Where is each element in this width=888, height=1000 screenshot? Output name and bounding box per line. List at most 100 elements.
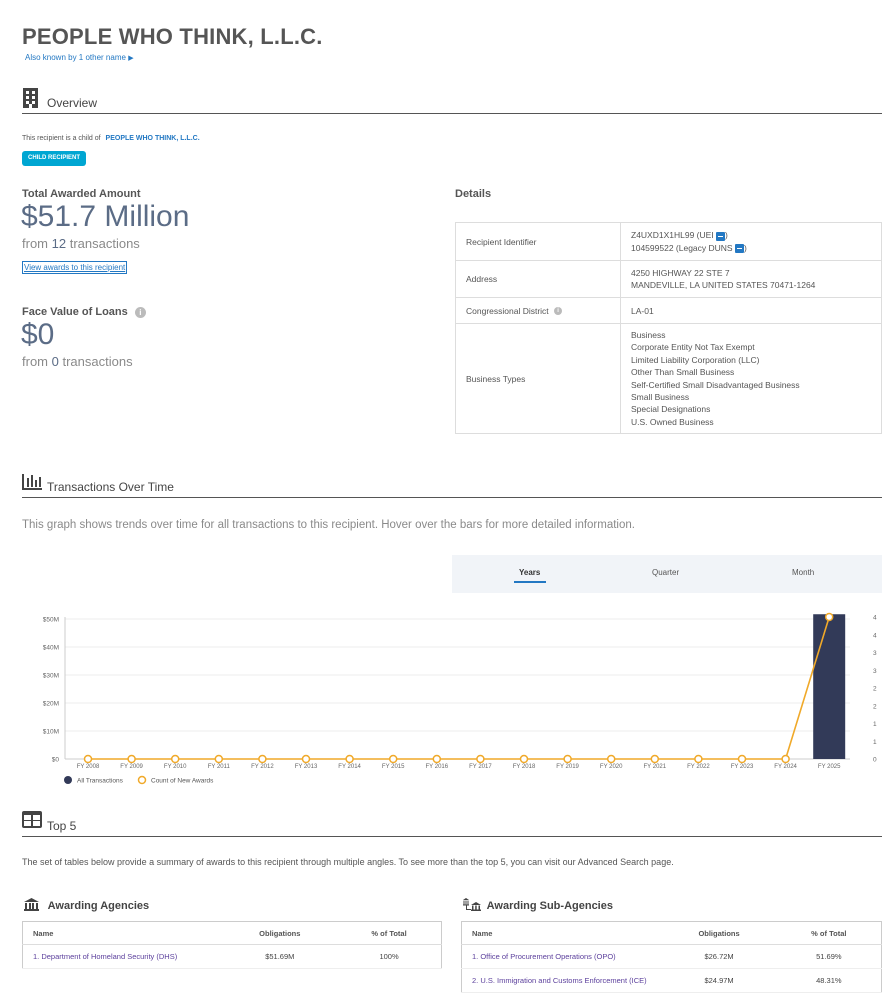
business-types-label: Business Types xyxy=(455,323,621,434)
subagency-obligations: $24.97M xyxy=(661,968,777,993)
details-row-business-types: Business Types Business Corporate Entity… xyxy=(455,323,882,434)
transactions-label: transactions xyxy=(69,236,140,251)
business-type-item: Limited Liability Corporation (LLC) xyxy=(631,354,760,365)
y-axis-left-tick: $0 xyxy=(52,757,60,764)
period-tab-month[interactable]: Month xyxy=(792,568,815,577)
transactions-section-header: Transactions Over Time xyxy=(22,474,882,498)
overview-title: Overview xyxy=(47,96,98,110)
column-header-percent[interactable]: % of Total xyxy=(776,921,882,945)
also-known-by-label: Also known by 1 other name xyxy=(25,53,126,62)
agency-name-link[interactable]: 1. Department of Homeland Security (DHS) xyxy=(22,944,223,969)
info-icon[interactable]: i xyxy=(554,307,563,316)
count-point xyxy=(214,754,224,764)
awarding-subagencies-title: Awarding Sub-Agencies xyxy=(486,900,613,912)
transactions-chart: $0 $10M $20M $30M $40M $50M 0 1 1 2 2 3 3 4 4 FY 2008 FY… xyxy=(43,612,877,785)
x-axis-tick: FY 2022 xyxy=(687,764,710,770)
top5-title: Top 5 xyxy=(47,819,77,833)
y-axis-right-tick: 4 xyxy=(873,615,877,622)
view-awards-link[interactable]: View awards to this recipient xyxy=(22,261,128,274)
agency-obligations: $51.69M xyxy=(222,944,338,969)
duns-suffix: ) xyxy=(743,242,747,253)
period-tab-years[interactable]: Years xyxy=(519,568,541,577)
subagency-name-link[interactable]: 1. Office of Procurement Operations (OPO… xyxy=(461,944,662,969)
agency-percent: 100% xyxy=(337,944,442,969)
uei-info-icon[interactable] xyxy=(716,231,726,241)
table-header-row: Name Obligations % of Total xyxy=(22,921,442,945)
uei-value: Z4UXD1X1HL99 (UEI xyxy=(631,230,714,241)
parent-recipient-link[interactable]: PEOPLE WHO THINK, L.L.C. xyxy=(105,135,200,142)
total-transactions-text: from 12 transactions xyxy=(22,236,140,251)
count-point xyxy=(476,754,485,764)
x-axis-tick: FY 2017 xyxy=(469,764,492,770)
loans-transaction-count: 0 xyxy=(51,354,59,369)
y-axis-right-tick: 1 xyxy=(873,721,877,728)
also-known-by-toggle[interactable]: Also known by 1 other name ▶ xyxy=(25,53,134,62)
transactions-description: This graph shows trends over time for al… xyxy=(22,519,635,531)
subagency-name-link[interactable]: 2. U.S. Immigration and Customs Enforcem… xyxy=(461,968,662,993)
recipient-identifier-label: Recipient Identifier xyxy=(455,222,621,261)
business-type-item: Corporate Entity Not Tax Exempt xyxy=(631,342,755,353)
count-point xyxy=(519,754,529,764)
caret-right-icon: ▶ xyxy=(128,55,134,62)
period-selector: Years Quarter Month xyxy=(452,555,882,593)
y-axis-left-tick: $50M xyxy=(43,617,59,624)
y-axis-left-tick: $20M xyxy=(43,701,59,708)
y-axis-left-tick: $40M xyxy=(43,645,59,652)
column-header-name[interactable]: Name xyxy=(461,921,662,945)
address-label: Address xyxy=(455,260,621,298)
y-axis-right-tick: 2 xyxy=(873,686,877,693)
count-point xyxy=(388,754,398,764)
column-header-obligations[interactable]: Obligations xyxy=(222,921,338,945)
details-row-district: Congressional District i LA-01 xyxy=(455,297,882,324)
x-axis-tick: FY 2024 xyxy=(774,764,797,770)
subagency-obligations: $26.72M xyxy=(661,944,777,969)
count-point xyxy=(563,754,572,764)
count-point xyxy=(258,754,267,764)
transactions-title: Transactions Over Time xyxy=(47,480,174,494)
x-axis-tick: FY 2020 xyxy=(600,764,623,770)
count-point xyxy=(694,754,703,764)
duns-info-icon[interactable] xyxy=(734,243,744,253)
count-point xyxy=(824,612,834,622)
awarding-subagencies-header: Awarding Sub-Agencies xyxy=(463,898,613,914)
column-header-name[interactable]: Name xyxy=(22,921,223,945)
x-axis-tick: FY 2010 xyxy=(164,764,187,770)
x-axis-tick: FY 2021 xyxy=(644,764,667,770)
y-axis-right-tick: 4 xyxy=(873,632,877,639)
congressional-district-label: Congressional District i xyxy=(455,297,621,324)
x-axis-tick: FY 2018 xyxy=(513,764,536,770)
legend-marker-new-awards xyxy=(137,775,147,785)
count-point xyxy=(781,754,790,764)
info-icon[interactable]: i xyxy=(134,306,146,318)
x-axis-tick: FY 2019 xyxy=(556,764,579,770)
top5-description: The set of tables below provide a summar… xyxy=(22,857,674,867)
face-value-loans-value: $0 xyxy=(21,318,55,351)
x-axis-tick: FY 2014 xyxy=(338,764,361,770)
bar xyxy=(813,614,846,759)
awarding-agencies-title: Awarding Agencies xyxy=(47,900,150,912)
count-point xyxy=(83,754,93,764)
count-point xyxy=(650,754,660,764)
awarding-agencies-table: Name Obligations % of Total 1. Departmen… xyxy=(22,921,442,969)
x-axis-tick: FY 2009 xyxy=(120,764,143,770)
period-tab-quarter[interactable]: Quarter xyxy=(652,568,680,577)
transaction-count: 12 xyxy=(51,236,67,251)
x-axis-tick: FY 2016 xyxy=(426,764,449,770)
loans-label-text: Face Value of Loans xyxy=(22,306,128,318)
y-axis-right-tick: 1 xyxy=(873,739,877,746)
from-label: from xyxy=(22,236,48,251)
loans-transactions-text: from 0 transactions xyxy=(22,354,133,369)
column-header-percent[interactable]: % of Total xyxy=(337,921,442,945)
bank-icon xyxy=(24,898,39,914)
x-axis-tick: FY 2012 xyxy=(251,764,274,770)
legend-label-new-awards: Count of New Awards xyxy=(151,778,214,785)
details-table: Recipient Identifier Z4UXD1X1HL99 (UEI )… xyxy=(455,222,882,434)
x-axis-tick: FY 2023 xyxy=(731,764,754,770)
total-awarded-value: $51.7 Million xyxy=(21,200,190,233)
count-point xyxy=(606,754,616,764)
count-line xyxy=(88,616,830,760)
column-header-obligations[interactable]: Obligations xyxy=(661,921,777,945)
count-point xyxy=(432,754,442,764)
table-row: 1. Office of Procurement Operations (OPO… xyxy=(461,944,882,969)
details-row-address: Address 4250 HIGHWAY 22 STE 7 MANDEVILLE… xyxy=(455,260,882,298)
